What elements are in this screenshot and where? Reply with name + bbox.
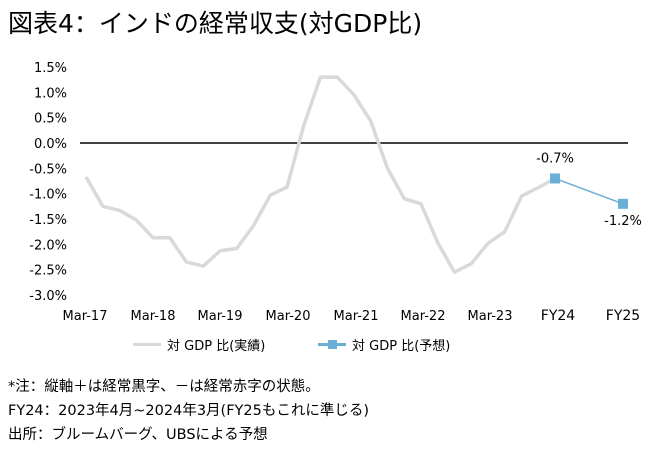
x-tick-label: Mar-17 <box>63 309 108 324</box>
y-tick-label: 1.5% <box>34 61 67 76</box>
y-tick-label: 0.5% <box>34 112 67 127</box>
y-axis-ticks: 1.5% 1.0% 0.5% 0.0% -0.5% -1.0% -1.5% -2.0% -2.5… <box>29 61 67 304</box>
legend-item-actual: 対 GDP 比(実績) <box>133 335 265 354</box>
x-tick-label: FY25 <box>606 308 640 324</box>
legend-swatch-actual <box>133 343 161 346</box>
series-actual-line <box>84 75 556 274</box>
forecast-data-label: -0.7% <box>536 151 574 166</box>
x-tick-label: Mar-19 <box>198 309 243 324</box>
forecast-data-label: -1.2% <box>604 214 642 229</box>
y-tick-label: -2.5% <box>29 264 67 279</box>
series-actual <box>84 75 556 274</box>
notes: *注：縦軸＋は経常黒字、－は経常赤字の状態。 FY24：2023年4月~2024… <box>8 375 369 447</box>
x-axis-ticks: Mar-17 Mar-18 Mar-19 Mar-20 Mar-21 Mar-22 Mar-… <box>63 308 641 324</box>
y-tick-label: -2.0% <box>29 238 67 253</box>
chart-area: 1.5% 1.0% 0.5% 0.0% -0.5% -1.0% -1.5% -2.0% -2.5… <box>29 61 642 324</box>
x-tick-label: Mar-23 <box>468 309 513 324</box>
y-tick-label: -1.5% <box>29 213 67 228</box>
note-line-3: 出所：ブルームバーグ、UBSによる予想 <box>8 427 268 443</box>
x-tick-label: Mar-20 <box>266 309 311 324</box>
x-tick-label: Mar-18 <box>131 309 176 324</box>
y-tick-label: -1.0% <box>29 188 67 203</box>
legend-item-forecast: 対 GDP 比(予想) <box>318 335 450 354</box>
x-tick-label: FY24 <box>541 308 576 324</box>
note-line-2: FY24：2023年4月~2024年3月(FY25もこれに準じる) <box>8 403 370 419</box>
y-tick-label: -3.0% <box>29 289 67 304</box>
y-tick-label: -0.5% <box>29 162 67 177</box>
chart-title: 図表4：インドの経常収支(対GDP比) <box>8 9 423 38</box>
y-tick-label: 1.0% <box>34 86 67 101</box>
legend-swatch-forecast <box>318 340 346 349</box>
legend: 対 GDP 比(実績) 対 GDP 比(予想) <box>0 335 669 357</box>
series-forecast: -0.7% -1.2% <box>536 151 642 228</box>
forecast-marker <box>618 198 628 209</box>
legend-label-actual: 対 GDP 比(実績) <box>167 339 266 354</box>
x-tick-label: Mar-21 <box>334 309 379 324</box>
legend-label-forecast: 対 GDP 比(予想) <box>352 339 451 354</box>
y-tick-label: 0.0% <box>34 137 67 152</box>
series-forecast-line <box>554 177 624 205</box>
note-line-1: *注：縦軸＋は経常黒字、－は経常赤字の状態。 <box>8 379 320 395</box>
x-tick-label: Mar-22 <box>401 309 446 324</box>
forecast-marker <box>550 173 560 184</box>
